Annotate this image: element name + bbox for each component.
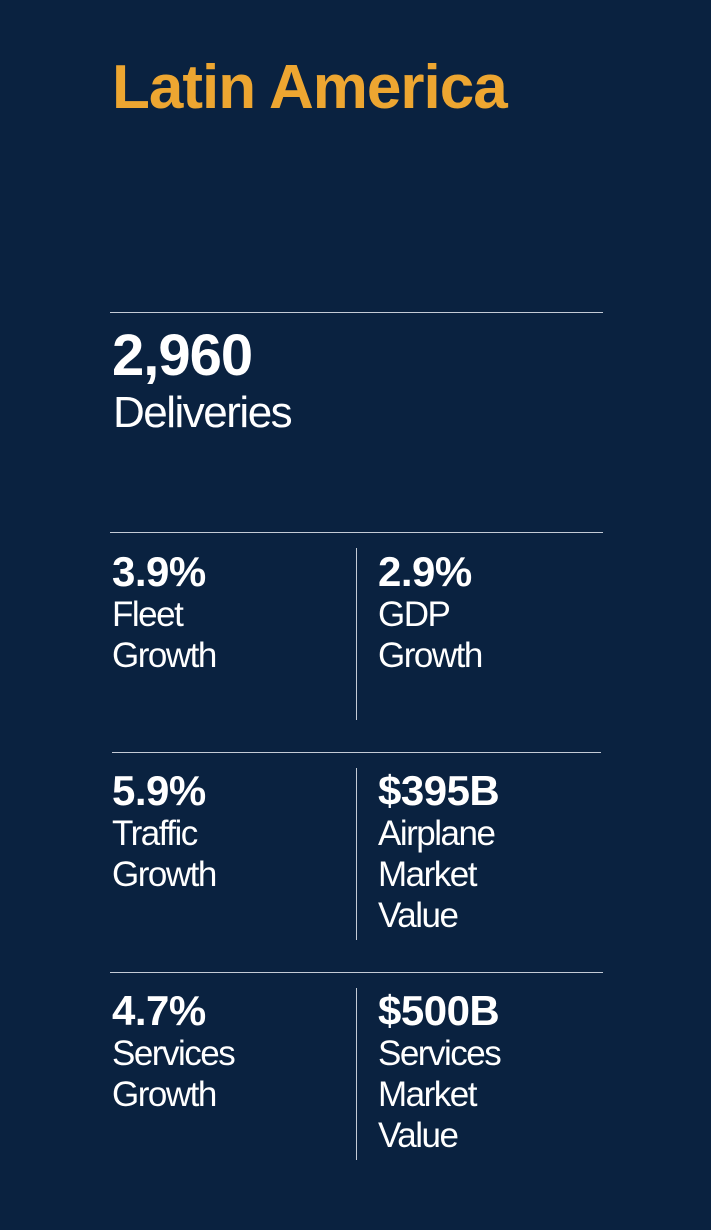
column-divider-row-2 bbox=[356, 768, 357, 940]
stat-value: $395B bbox=[378, 767, 500, 814]
stat-label: Services Market Value bbox=[378, 1034, 502, 1155]
deliveries-value: 2,960 bbox=[112, 323, 253, 388]
column-divider-row-3 bbox=[356, 988, 357, 1160]
stat-services-growth: 4.7% Services Growth bbox=[112, 989, 342, 1115]
divider-top bbox=[110, 312, 603, 313]
stat-services-market-value: $500B Services Market Value bbox=[378, 989, 608, 1156]
divider-row-3 bbox=[110, 972, 603, 973]
stat-label: Traffic Growth bbox=[112, 814, 217, 894]
divider-row-2 bbox=[112, 752, 601, 753]
stat-traffic-growth: 5.9% Traffic Growth bbox=[112, 769, 342, 895]
stat-gdp-growth: 2.9% GDP Growth bbox=[378, 550, 608, 676]
stat-value: $500B bbox=[378, 987, 500, 1034]
stat-value: 4.7% bbox=[112, 987, 206, 1034]
stat-value: 5.9% bbox=[112, 767, 206, 814]
stat-label: Airplane Market Value bbox=[378, 814, 496, 935]
stat-airplane-market-value: $395B Airplane Market Value bbox=[378, 769, 608, 936]
deliveries-label: Deliveries bbox=[113, 388, 293, 437]
region-title: Latin America bbox=[112, 53, 508, 122]
stat-value: 2.9% bbox=[378, 548, 472, 595]
stat-label: GDP Growth bbox=[378, 595, 483, 675]
stat-fleet-growth: 3.9% Fleet Growth bbox=[112, 550, 342, 676]
stat-label: Services Growth bbox=[112, 1034, 236, 1114]
stat-value: 3.9% bbox=[112, 548, 206, 595]
column-divider-row-1 bbox=[356, 548, 357, 720]
stat-label: Fleet Growth bbox=[112, 595, 217, 675]
divider-row-1 bbox=[110, 532, 603, 533]
